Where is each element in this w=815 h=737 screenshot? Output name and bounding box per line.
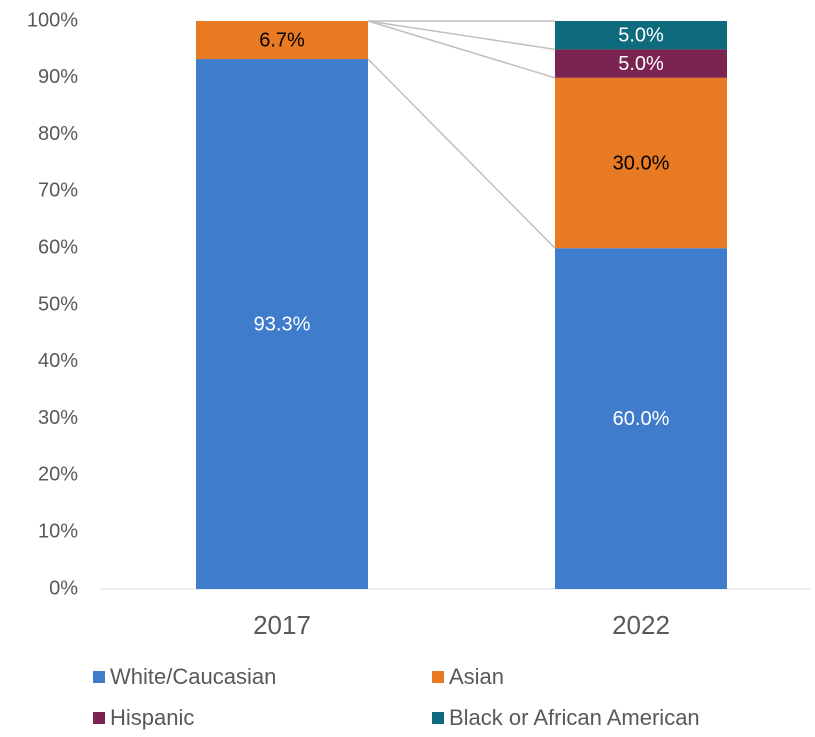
data-label: 5.0%	[618, 24, 664, 46]
series-line	[367, 20, 556, 51]
y-tick-label: 10%	[38, 520, 78, 542]
data-label: 60.0%	[613, 408, 670, 430]
bar-segment	[196, 59, 368, 589]
y-tick-label: 20%	[38, 464, 78, 486]
legend-swatch	[93, 712, 105, 724]
legend-label: Black or African American	[449, 705, 700, 730]
y-tick-label: 50%	[38, 293, 78, 315]
legend-label: White/Caucasian	[110, 664, 276, 689]
bar-segment	[196, 21, 368, 60]
data-label: 6.7%	[259, 29, 305, 51]
bar-segment	[555, 49, 727, 78]
legend-label: Asian	[449, 664, 504, 689]
y-tick-label: 40%	[38, 350, 78, 372]
legend-swatch	[432, 671, 444, 683]
data-label: 93.3%	[254, 313, 311, 335]
bar-segment	[555, 248, 727, 589]
y-tick-label: 0%	[49, 577, 78, 599]
data-label: 30.0%	[613, 152, 670, 174]
legend-label: Hispanic	[110, 705, 194, 730]
y-tick-label: 60%	[38, 236, 78, 258]
x-tick-label: 2017	[253, 610, 311, 640]
series-line	[367, 20, 556, 79]
x-tick-label: 2022	[612, 610, 670, 640]
legend-swatch	[93, 671, 105, 683]
data-label: 5.0%	[618, 53, 664, 75]
y-tick-label: 100%	[27, 9, 78, 31]
bar-segment	[555, 21, 727, 50]
y-tick-label: 90%	[38, 66, 78, 88]
series-line	[367, 58, 556, 249]
legend-swatch	[432, 712, 444, 724]
y-tick-label: 30%	[38, 407, 78, 429]
y-tick-label: 80%	[38, 123, 78, 145]
y-tick-label: 70%	[38, 180, 78, 202]
bar-segment	[555, 77, 727, 249]
